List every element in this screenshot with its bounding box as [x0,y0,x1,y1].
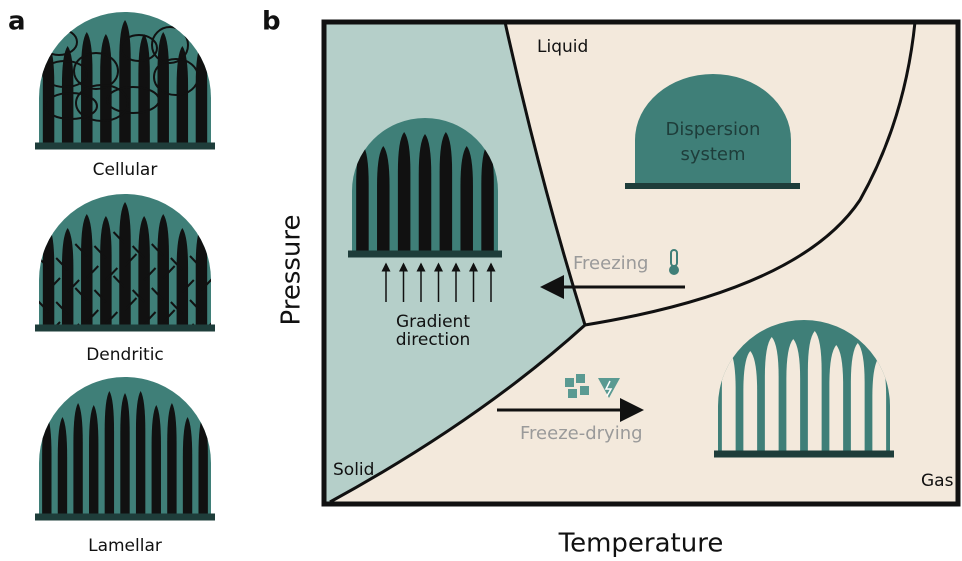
region-label: Liquid [537,37,588,57]
column [167,403,176,517]
column [440,132,453,254]
column [136,391,145,517]
column [42,415,51,517]
column [73,403,82,517]
column [43,44,54,146]
column [43,226,54,328]
panel-label: a [8,7,26,37]
freeze-drying-label: Freeze-drying [520,423,643,444]
x-axis-label: Temperature [558,529,724,559]
dome [37,194,213,336]
panel-label: b [262,7,281,37]
column [105,391,114,517]
column [120,393,129,517]
structure-label: Cellular [93,160,158,180]
column [81,214,92,328]
column [419,134,432,254]
column [138,216,149,328]
dispersion-label: Dispersion [666,119,761,140]
column [398,132,411,254]
column [196,44,207,146]
freezing-label: Freezing [573,253,648,274]
column [196,226,207,328]
column [808,331,822,454]
column [765,337,779,454]
structure-label: Lamellar [88,536,162,556]
column [743,351,757,454]
gradient-label: direction [396,330,471,350]
column [157,214,168,328]
region-label: Solid [333,460,374,480]
column [89,405,98,517]
gradient-label: Gradient [396,312,470,332]
structure-label: Dendritic [86,345,164,365]
column [786,339,800,454]
column [183,417,192,517]
dome [39,12,211,146]
dome [39,377,211,517]
column [198,415,207,517]
dispersion-label: system [680,144,745,165]
column [460,146,473,254]
column [100,216,111,328]
column [377,146,390,254]
region-label: Gas [921,471,954,491]
column [851,343,865,454]
column [152,405,161,517]
column [829,345,843,454]
figure: a b Liquid Solid Gas Dispersion system F… [0,0,962,561]
column [58,417,67,517]
column [100,34,111,146]
y-axis-label: Pressure [277,214,307,325]
